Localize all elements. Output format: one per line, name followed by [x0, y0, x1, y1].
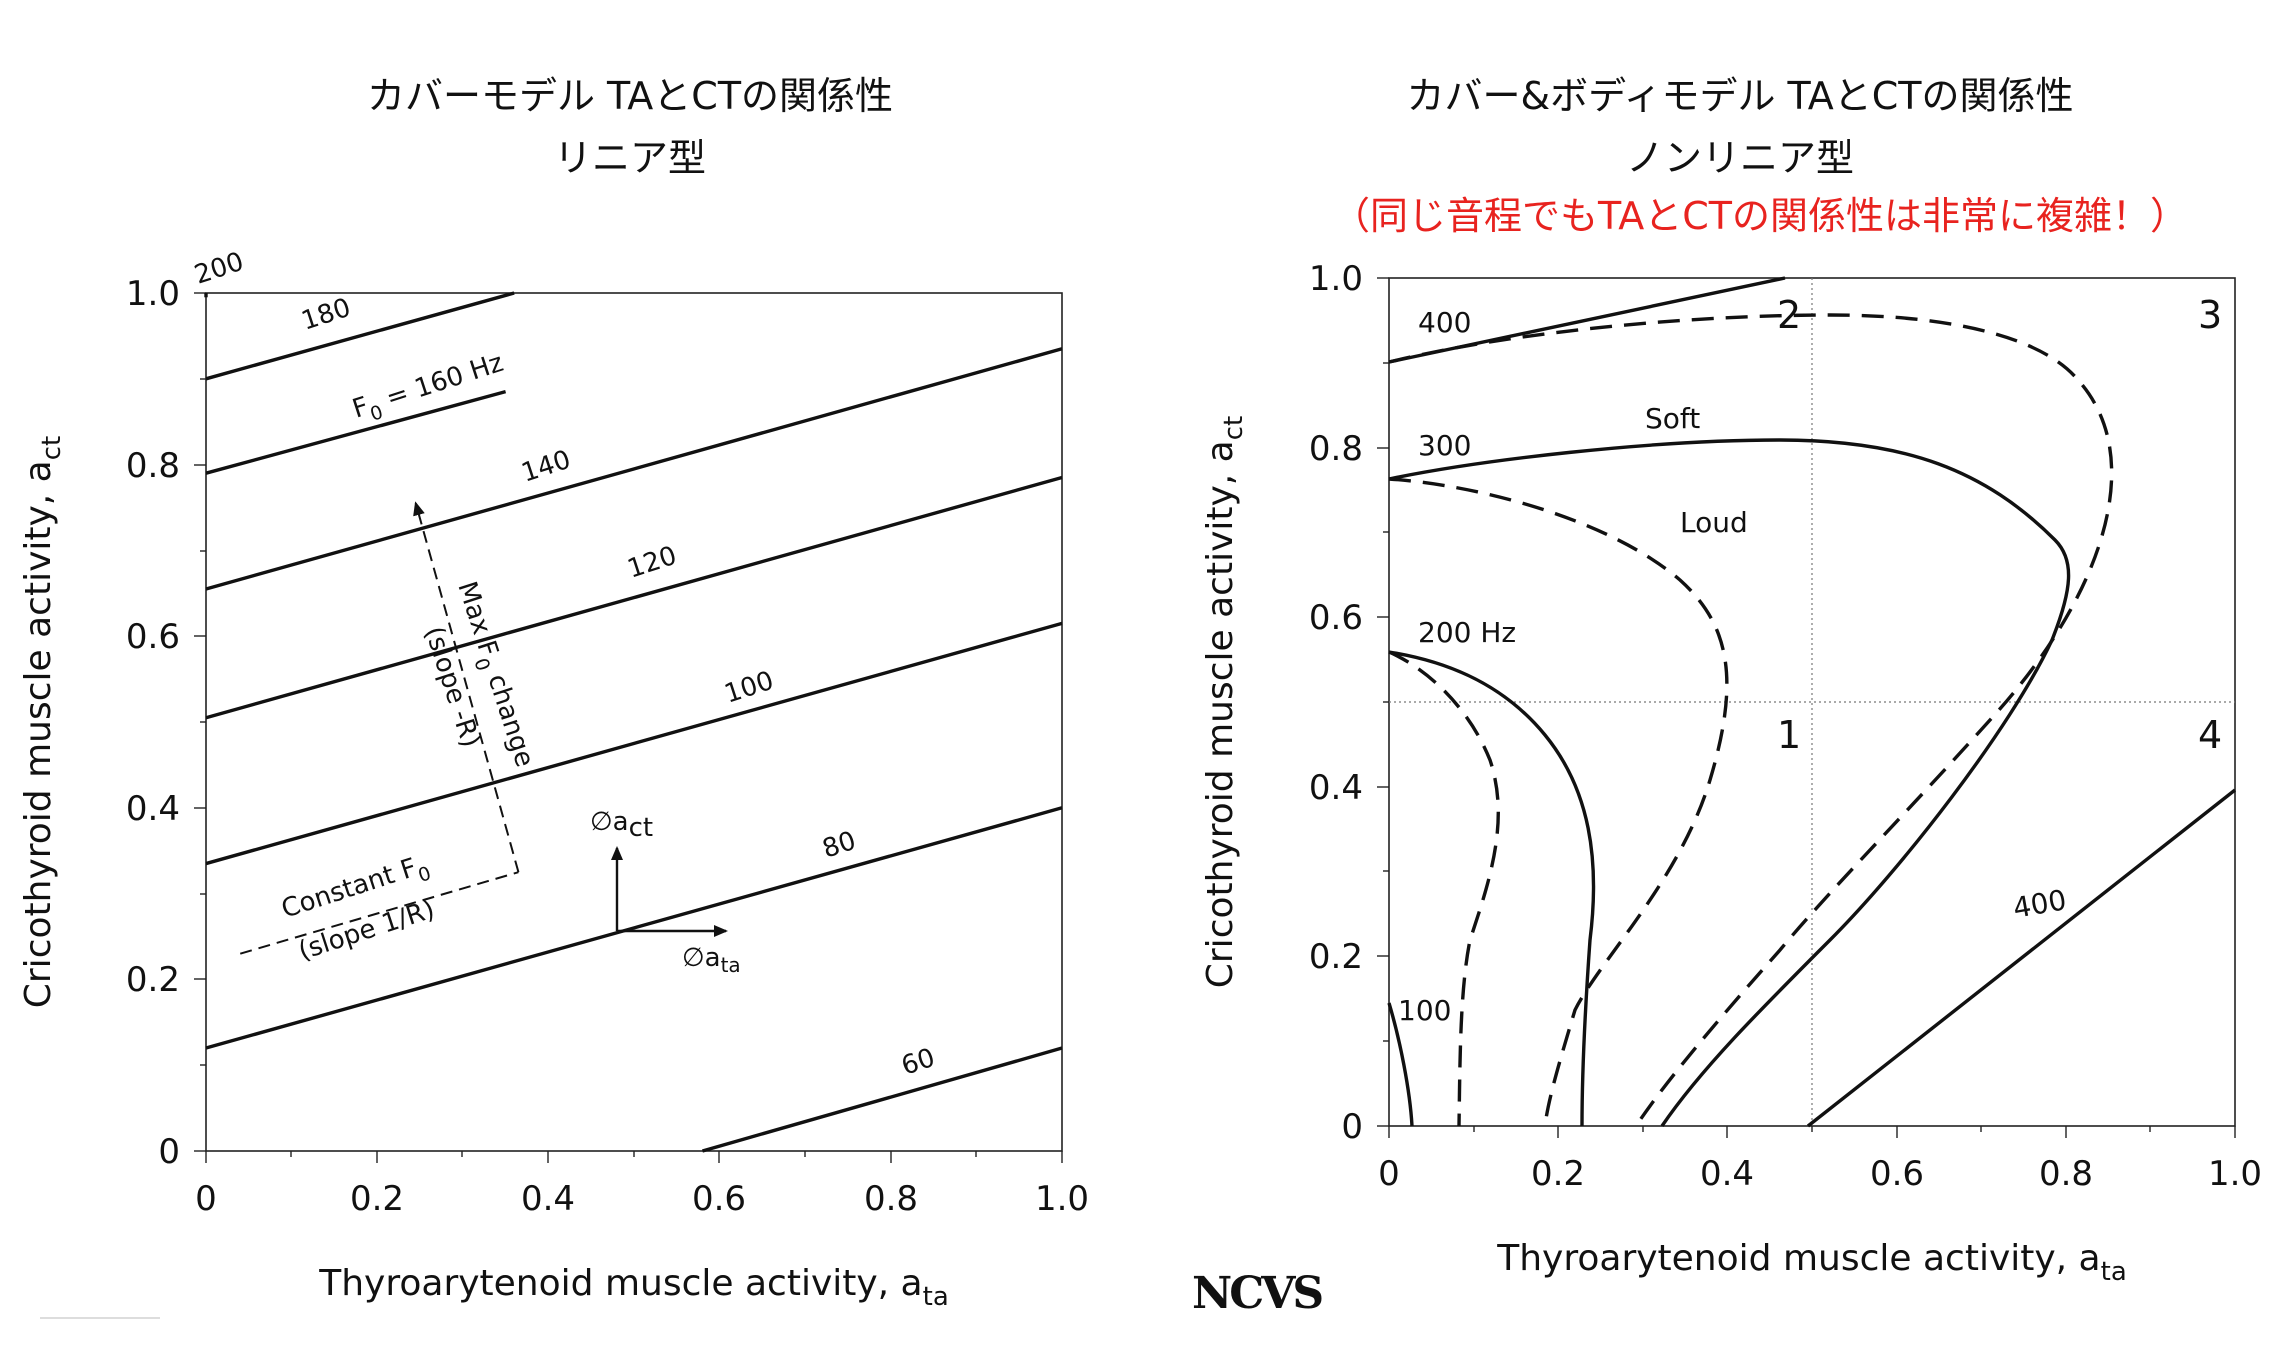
left-y-tick-label: 1.0	[126, 274, 180, 314]
right-x-tick-label: 0.8	[2039, 1154, 2093, 1194]
left-plot-frame	[205, 292, 1063, 1152]
right-y-tick-label: 0.2	[1309, 937, 1363, 977]
left-f0-line-4	[205, 347, 1063, 591]
right-label-200hz: 200 Hz	[1418, 616, 1516, 649]
left-curve-label-80: 80	[819, 826, 860, 865]
left-curve-label-100: 100	[721, 666, 777, 710]
left-y-axis-label: Cricothyroid muscle activity, act	[18, 436, 67, 1009]
right-x-tick-label: 0.6	[1870, 1154, 1924, 1194]
left-f0-lines	[204, 291, 1063, 1153]
contour-400-top	[1388, 276, 1786, 364]
left-y-tick-marks	[194, 292, 206, 1152]
left-dashed-guide-1	[413, 501, 520, 873]
right-y-tick-label: 0	[1341, 1107, 1363, 1147]
left-curve-label-200: 200	[191, 247, 247, 291]
quadrant-label-1: 1	[1777, 713, 1801, 757]
ncvs-logo: NCVS	[1192, 1268, 1324, 1319]
right-x-tick-label: 0.2	[1531, 1154, 1585, 1194]
left-curve-label-120: 120	[624, 541, 680, 585]
right-solid-contours	[1387, 276, 2237, 1128]
left-y-tick-label: 0.8	[126, 446, 180, 486]
right-x-tick-label: 0	[1378, 1154, 1400, 1194]
contour-300-loud	[1388, 477, 1729, 1127]
right-label-loud: Loud	[1680, 506, 1748, 539]
left-curve-label-160: F0 = 160 Hz	[349, 348, 509, 431]
left-chart-subtitle: リニア型	[553, 136, 706, 180]
left-x-tick-label: 0.2	[350, 1179, 404, 1219]
left-x-tick-label: 0.6	[692, 1179, 746, 1219]
left-dashed-guide-0	[239, 871, 519, 955]
left-x-tick-label: 0.4	[521, 1179, 575, 1219]
right-label-400-top: 400	[1418, 306, 1471, 339]
left-x-tick-marks	[205, 1151, 1063, 1163]
right-x-tick-marks	[1388, 1126, 2236, 1138]
delta-act-label: ∅act	[590, 807, 653, 843]
right-chart-title: カバー&ボディモデル TAとCTの関係性	[1406, 74, 2074, 118]
contour-200-loud	[1388, 650, 1500, 1127]
left-curve-label-140: 140	[518, 445, 574, 489]
left-y-tick-label: 0.6	[126, 617, 180, 657]
right-dashed-contours	[1388, 313, 2114, 1127]
left-f0-line-3	[205, 475, 1063, 720]
left-f0-line-0	[702, 1046, 1063, 1153]
left-x-tick-label: 0	[195, 1179, 217, 1219]
contour-400-bottom	[1806, 788, 2237, 1128]
quadrant-label-4: 4	[2198, 713, 2222, 757]
left-chart: 0 0.2 0.4 0.6 0.8 1.0 0 0.2 0.4 0.6 0.8 …	[18, 247, 1089, 1312]
right-label-300: 300	[1418, 429, 1471, 462]
delta-ata-label: ∅ata	[682, 943, 741, 977]
right-chart-subtitle: ノンリニア型	[1625, 136, 1854, 180]
left-curve-label-180: 180	[298, 293, 354, 337]
contour-200-soft	[1388, 650, 1596, 1127]
left-f0-line-1	[205, 806, 1063, 1050]
right-x-tick-label: 1.0	[2208, 1154, 2262, 1194]
left-f0-line-2	[205, 621, 1063, 866]
right-y-tick-label: 0.4	[1309, 768, 1363, 808]
right-label-soft: Soft	[1645, 402, 1700, 435]
delta-arrows	[611, 846, 728, 937]
quadrant-label-3: 3	[2198, 293, 2222, 337]
right-y-tick-label: 0.8	[1309, 429, 1363, 469]
contour-300-soft	[1388, 438, 2071, 1127]
quadrant-label-2: 2	[1777, 293, 1801, 337]
left-f0-line-5	[205, 390, 507, 475]
right-x-tick-label: 0.4	[1700, 1154, 1754, 1194]
contour-100	[1387, 1002, 1414, 1127]
right-y-axis-label: Cricothyroid muscle activity, act	[1200, 416, 1249, 989]
contour-400-loud	[1388, 313, 2114, 1127]
left-x-axis-label: Thyroarytenoid muscle activity, ata	[318, 1263, 949, 1312]
right-label-100: 100	[1398, 994, 1451, 1027]
right-chart-note: （同じ音程でもTAとCTの関係性は非常に複雑！）	[1331, 194, 2188, 238]
left-y-tick-label: 0.2	[126, 960, 180, 1000]
right-x-axis-label: Thyroarytenoid muscle activity, ata	[1496, 1238, 2127, 1287]
right-y-tick-label: 1.0	[1309, 259, 1363, 299]
left-dashed-guides	[239, 501, 520, 955]
left-y-tick-label: 0.4	[126, 789, 180, 829]
left-f0-line-6	[205, 291, 515, 381]
right-label-400-bottom: 400	[2010, 883, 2068, 925]
right-y-tick-marks	[1377, 277, 1389, 1127]
left-y-tick-label: 0	[158, 1132, 180, 1172]
left-x-tick-label: 1.0	[1035, 1179, 1089, 1219]
right-chart: 0 0.2 0.4 0.6 0.8 1.0 0 0.2 0.4 0.6 0.8 …	[1200, 259, 2262, 1287]
left-chart-title: カバーモデル TAとCTの関係性	[366, 74, 894, 118]
left-curve-label-60: 60	[898, 1043, 939, 1082]
left-x-tick-label: 0.8	[864, 1179, 918, 1219]
right-y-tick-label: 0.6	[1309, 598, 1363, 638]
